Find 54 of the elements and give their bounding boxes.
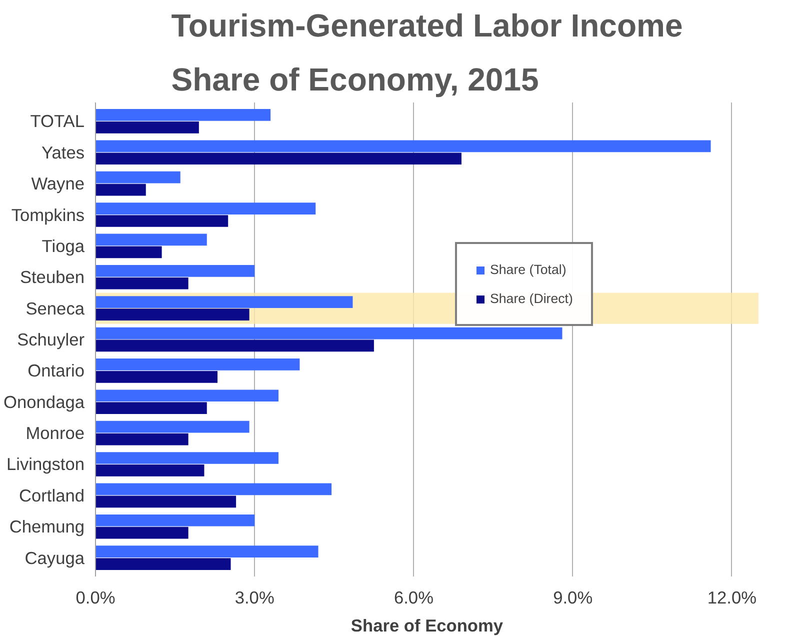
y-tick-label: Yates bbox=[41, 142, 85, 162]
y-tick-label: Wayne bbox=[31, 174, 85, 194]
legend-label: Share (Direct) bbox=[490, 291, 573, 306]
x-axis-title: Share of Economy bbox=[350, 616, 504, 636]
y-tick-label: Cortland bbox=[19, 485, 85, 506]
bar bbox=[96, 514, 255, 526]
y-tick-label: Tioga bbox=[42, 236, 85, 256]
bar bbox=[96, 215, 228, 227]
legend-label: Share (Total) bbox=[490, 262, 566, 277]
chart-title: Tourism-Generated Labor Income Share of Economy, 2015 bbox=[171, 8, 683, 98]
bar bbox=[96, 264, 255, 277]
y-tick-label: Onondaga bbox=[4, 392, 85, 412]
y-tick-label: Tompkins bbox=[11, 204, 85, 225]
bar bbox=[96, 526, 188, 539]
bar bbox=[96, 296, 353, 308]
bar bbox=[96, 340, 374, 352]
bar bbox=[96, 370, 218, 383]
y-tick-label: Monroe bbox=[26, 423, 85, 444]
y-tick-label: Livingston bbox=[6, 454, 85, 474]
bar bbox=[96, 433, 188, 446]
bar bbox=[96, 483, 332, 496]
x-tick-label: 9.0% bbox=[553, 588, 593, 608]
bar bbox=[96, 358, 300, 370]
bar bbox=[96, 246, 162, 258]
bar bbox=[96, 140, 711, 152]
bar bbox=[96, 122, 199, 134]
bar bbox=[96, 152, 462, 165]
bar bbox=[96, 546, 318, 558]
bar bbox=[96, 327, 562, 340]
y-tick-label: Ontario bbox=[28, 360, 85, 381]
bar bbox=[96, 496, 236, 508]
y-tick-label: Seneca bbox=[26, 298, 85, 318]
bar bbox=[96, 109, 271, 121]
y-tick-label: Cayuga bbox=[24, 548, 85, 568]
y-tick-label: Chemung bbox=[9, 516, 85, 537]
bar bbox=[96, 234, 207, 246]
x-tick-label: 0.0% bbox=[76, 588, 116, 608]
bar bbox=[96, 277, 188, 290]
bar bbox=[96, 202, 316, 214]
bar bbox=[96, 308, 250, 320]
y-tick-label: Steuben bbox=[20, 267, 85, 288]
bar bbox=[96, 452, 278, 464]
bar bbox=[96, 184, 146, 196]
bar bbox=[96, 558, 231, 570]
bar bbox=[96, 171, 180, 184]
x-tick-label: 3.0% bbox=[234, 588, 274, 608]
bar bbox=[96, 402, 207, 414]
y-tick-label: Schuyler bbox=[17, 330, 85, 350]
x-tick-label: 6.0% bbox=[394, 588, 434, 608]
bar bbox=[96, 464, 204, 476]
bar bbox=[96, 420, 250, 433]
x-tick-label: 12.0% bbox=[707, 588, 757, 608]
y-tick-label: TOTAL bbox=[30, 111, 85, 132]
bar bbox=[96, 390, 278, 402]
